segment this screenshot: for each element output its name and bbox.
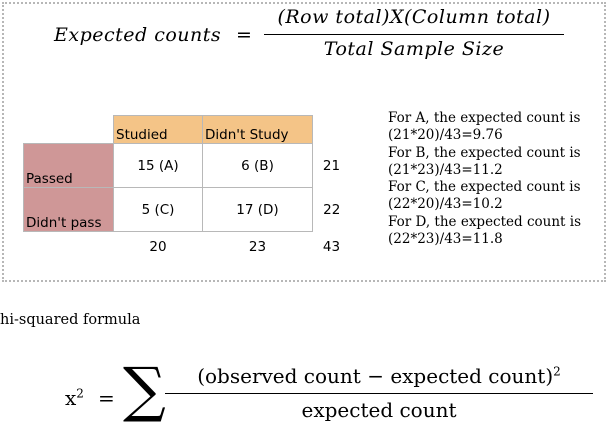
table-row: Passed 15 (A) 6 (B) 21 [23,143,351,188]
chi-denominator: expected count [301,398,457,422]
formula-denominator: Total Sample Size [323,38,505,60]
expected-counts-formula: Expected counts = (Row total)X(Column to… [54,6,574,66]
example-frame: Expected counts = (Row total)X(Column to… [2,2,606,282]
col-total: 20 [149,238,167,255]
col-header-didnt-study: Didn't Study [202,115,313,144]
grand-total: 43 [322,238,341,255]
chi-numerator: (observed count − expected count)2 [165,364,593,388]
corner-cell [313,116,351,144]
note-c: For C, the expected count is (22*20)/43=… [388,179,581,213]
totals-row: 20 23 43 [24,232,351,262]
corner-cell [24,232,114,262]
summation-icon: ∑ [123,355,166,425]
chi-numerator-text: (observed count − expected count) [197,364,554,388]
cell-b: 6 (B) [202,143,313,188]
formula-lhs: Expected counts [54,24,222,46]
chi-squared-formula: x2 = ∑ (observed count − expected count)… [65,358,605,430]
col-total: 23 [248,238,267,255]
chi-squared-caption: hi-squared formula [0,312,141,328]
note-b: For B, the expected count is (21*23)/43=… [388,144,581,178]
note-d: For D, the expected count is (22*23)/43=… [388,213,582,248]
cell-d: 17 (D) [202,187,313,232]
chi-symbol: x [65,386,77,410]
row-total: 22 [323,201,341,218]
cell-c: 5 (C) [113,187,203,232]
col-header-studied: Studied [113,115,203,144]
note-a: For A, the expected count is (21*20)/43=… [388,110,581,144]
row-total: 21 [322,157,341,174]
fraction-bar [264,34,564,35]
row-header-didnt-pass: Didn't pass [23,187,114,232]
row-header-passed: Passed [23,143,114,188]
formula-numerator: (Row total)X(Column total) [277,6,551,28]
cell-a: 15 (A) [113,143,203,188]
equals-sign: = [236,24,253,46]
chi-lhs: x2 [65,386,84,410]
expected-count-notes: For A, the expected count is (21*20)/43=… [388,110,610,248]
equals-sign: = [98,386,115,410]
table-row: Didn't pass 5 (C) 17 (D) 22 [23,187,351,232]
contingency-table: Studied Didn't Study Passed 15 (A) 6 (B)… [23,115,351,262]
chi-numerator-exponent: 2 [553,364,561,379]
chi-exponent: 2 [76,386,84,401]
fraction-bar [165,393,593,394]
corner-cell [24,116,114,144]
table-header-row: Studied Didn't Study [24,115,351,144]
